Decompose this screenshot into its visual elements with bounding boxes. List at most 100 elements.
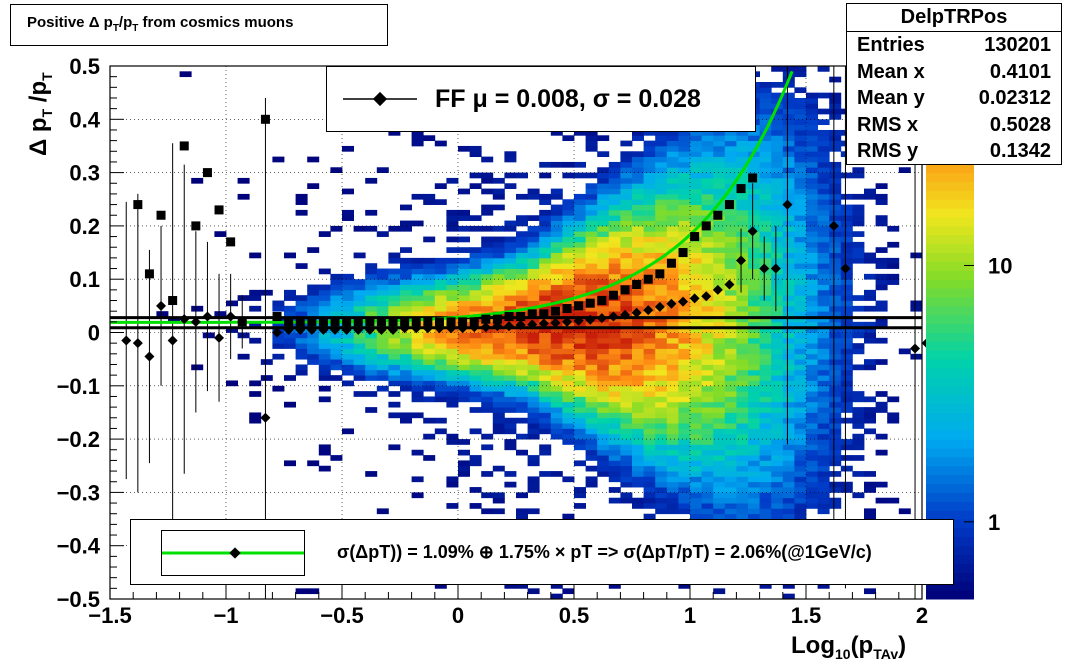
heatmap-cell [748, 487, 760, 493]
heatmap-cell [748, 503, 760, 509]
heatmap-cell [446, 300, 459, 307]
heatmap-cell [724, 508, 737, 515]
heatmap-cell [504, 385, 517, 392]
heatmap-cell [666, 268, 679, 275]
heatmap-cell [550, 380, 563, 387]
heatmap-cell [678, 209, 691, 216]
heatmap-cell [585, 348, 598, 355]
heatmap-cell [817, 364, 830, 371]
heatmap-cell [782, 391, 795, 397]
heatmap-cell [550, 129, 563, 136]
heatmap-cell [817, 151, 830, 158]
heatmap-cell [829, 332, 842, 339]
heatmap-cell [527, 369, 540, 376]
heatmap-cell [620, 353, 633, 360]
heatmap-cell [782, 209, 795, 216]
heatmap-cell [701, 444, 714, 451]
heatmap-cell [678, 497, 691, 504]
heatmap-cell [446, 353, 459, 360]
heatmap-cell [307, 588, 320, 595]
heatmap-cell [434, 348, 447, 355]
heatmap-cell [840, 252, 853, 259]
heatmap-cell [574, 273, 586, 280]
heatmap-cell [318, 353, 331, 360]
heatmap-cell [608, 284, 621, 291]
heatmap-cell [481, 380, 494, 387]
heatmap-cell [875, 273, 888, 280]
heatmap-cell [434, 263, 447, 269]
stats-value: 0.1342 [989, 140, 1051, 162]
heatmap-cell [597, 273, 610, 280]
heatmap-cell [620, 263, 633, 269]
heatmap-cell [736, 129, 749, 136]
heatmap-cell [678, 359, 691, 365]
diamond-marker [341, 324, 352, 335]
heatmap-cell [748, 449, 760, 456]
heatmap-cell [597, 151, 610, 158]
heatmap-cell [620, 204, 633, 211]
heatmap-cell [782, 145, 795, 152]
heatmap-cell [527, 396, 540, 403]
heatmap-cell [446, 348, 459, 355]
heatmap-cell [458, 369, 470, 376]
heatmap-cell [829, 327, 842, 333]
heatmap-cell [852, 433, 865, 440]
heatmap-cell [434, 140, 447, 147]
heatmap-cell [701, 455, 714, 461]
heatmap-cell [771, 359, 784, 365]
heatmap-cell [562, 257, 575, 264]
heatmap-cell [318, 385, 331, 392]
heatmap-cell [690, 476, 702, 483]
heatmap-cell [492, 295, 505, 301]
heatmap-cell [724, 295, 737, 301]
heatmap-cell [620, 305, 633, 312]
heatmap-cell [794, 257, 807, 264]
heatmap-cell [806, 199, 818, 205]
heatmap-cell [620, 439, 633, 445]
heatmap-cell [585, 343, 598, 349]
heatmap-cell [864, 321, 876, 328]
heatmap-cell [562, 369, 575, 376]
heatmap-cell [458, 273, 470, 280]
heatmap-cell [458, 332, 470, 339]
heatmap-cell [690, 289, 702, 296]
palette-segment [926, 172, 974, 182]
heatmap-cell [492, 359, 505, 365]
heatmap-cell [840, 300, 853, 307]
heatmap-cell [666, 401, 679, 408]
stats-label: Entries [857, 34, 925, 56]
heatmap-cell [748, 220, 760, 227]
heatmap-cell [713, 135, 726, 142]
heatmap-cell [423, 199, 436, 205]
palette-segment [926, 199, 974, 209]
heatmap-cell [748, 391, 760, 397]
heatmap-cell [817, 487, 830, 493]
diamond-marker [422, 323, 433, 334]
diamond-marker [237, 316, 248, 327]
heatmap-cell [678, 492, 691, 499]
heatmap-cell [492, 327, 505, 333]
heatmap-cell [342, 337, 354, 344]
heatmap-cell [701, 364, 714, 371]
palette-segment [926, 270, 974, 280]
heatmap-cell [423, 305, 436, 312]
heatmap-cell [585, 364, 598, 371]
heatmap-cell [736, 327, 749, 333]
heatmap-cell [539, 444, 552, 451]
stats-value: 0.4101 [989, 60, 1051, 83]
heatmap-cell [724, 145, 737, 152]
heatmap-cell [400, 225, 412, 232]
heatmap-cell [504, 348, 517, 355]
heatmap-cell [295, 295, 308, 301]
heatmap-cell [690, 385, 702, 392]
heatmap-cell [516, 369, 528, 376]
heatmap-cell [446, 343, 459, 349]
heatmap-cell [632, 263, 644, 269]
heatmap-cell [550, 225, 563, 232]
heatmap-cell [608, 423, 621, 429]
heatmap-cell [550, 401, 563, 408]
heatmap-cell [771, 161, 784, 168]
heatmap-cell [434, 295, 447, 301]
heatmap-cell [666, 183, 679, 189]
heatmap-cell [562, 588, 575, 595]
